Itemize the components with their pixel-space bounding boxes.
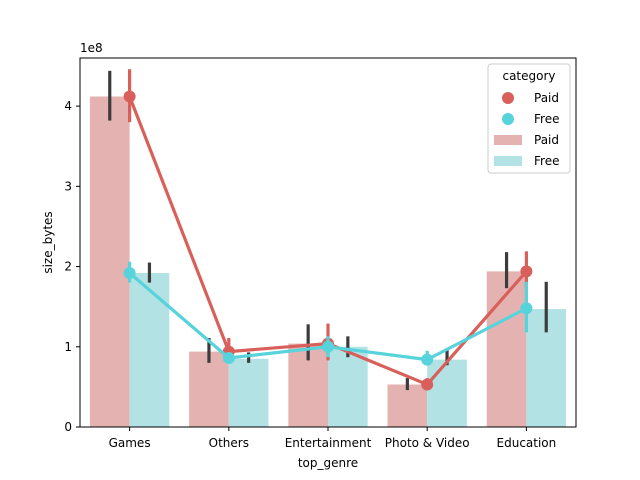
legend-title: category <box>502 69 555 83</box>
legend-label: Paid <box>534 133 559 147</box>
point-free <box>123 266 136 279</box>
x-axis-label: top_genre <box>298 456 358 470</box>
point-paid <box>421 378 434 391</box>
bar-free <box>427 359 467 427</box>
legend-label: Free <box>534 112 559 126</box>
point-free <box>421 353 434 366</box>
bar-paid <box>189 351 229 427</box>
points-layer <box>123 69 533 391</box>
point-free <box>520 302 533 315</box>
x-tick-label: Others <box>209 436 249 450</box>
y-tick-label: 4 <box>64 99 72 113</box>
legend-box <box>487 63 571 174</box>
legend: category Paid Free Paid Free <box>487 63 571 174</box>
y-tick-label: 2 <box>64 260 72 274</box>
x-tick-label: Photo & Video <box>385 436 470 450</box>
legend-marker-point <box>502 113 514 125</box>
legend-marker-bar <box>494 156 522 166</box>
y-ticks: 0 1 2 3 4 <box>64 99 80 434</box>
bar-free <box>129 272 170 427</box>
x-tick-label: Education <box>497 436 557 450</box>
x-tick-label: Games <box>109 436 151 450</box>
bar-paid <box>387 384 428 427</box>
point-free <box>322 340 334 353</box>
y-tick-label: 0 <box>64 420 72 434</box>
legend-label: Free <box>534 154 559 168</box>
bar-paid <box>89 96 130 428</box>
legend-label: Paid <box>534 91 559 105</box>
bar-free <box>228 358 269 427</box>
point-free <box>222 352 235 365</box>
legend-marker-bar <box>494 135 522 145</box>
y-tick-label: 3 <box>64 179 72 193</box>
x-tick-label: Entertainment <box>285 436 372 450</box>
bar-paid <box>486 271 527 427</box>
bar-errorbars-layer <box>108 70 548 391</box>
y-offset-label: 1e8 <box>80 41 103 55</box>
bars-layer <box>89 96 567 428</box>
point-paid <box>123 90 136 103</box>
bar-free <box>328 346 368 427</box>
y-axis-label: size_bytes <box>41 211 55 273</box>
x-ticks: Games Others Entertainment Photo & Video Edu… <box>109 427 557 450</box>
point-paid <box>520 265 533 278</box>
y-tick-label: 1 <box>64 340 72 354</box>
legend-marker-point <box>502 92 514 104</box>
